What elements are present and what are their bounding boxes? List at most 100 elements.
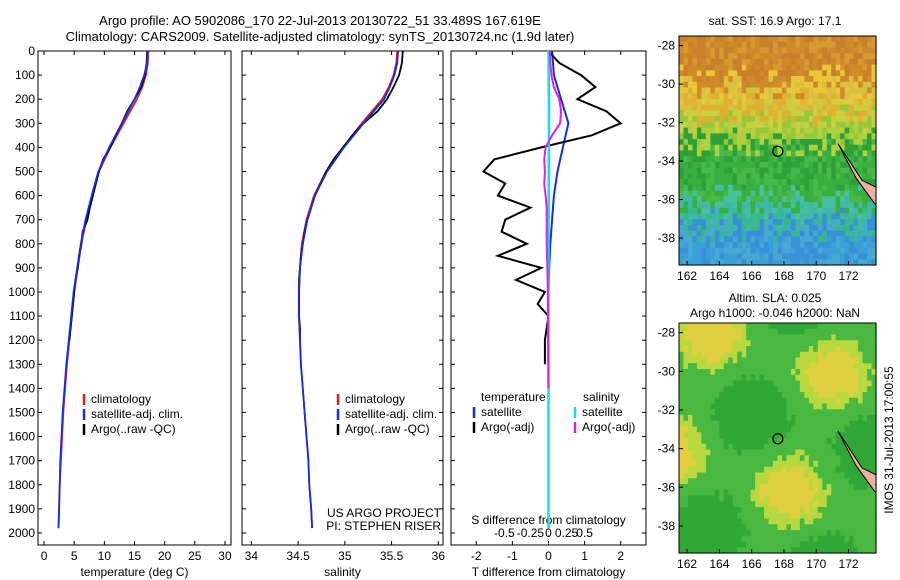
y-tick-label: 1400 — [8, 381, 35, 395]
series-sal-satellite — [298, 50, 399, 529]
x-tick-label: 170 — [806, 269, 826, 283]
y-tick-label: 1300 — [8, 357, 35, 371]
x-tick-label: 35 — [338, 549, 352, 563]
sal-legend-label: Argo(..raw -QC) — [345, 422, 430, 436]
y-tick-label: -28 — [658, 39, 676, 53]
series-diff-temp-argo — [481, 50, 623, 365]
s-tick-label: -0.25 — [517, 526, 545, 540]
map-sst_map — [679, 36, 877, 266]
s-tick-label: 0.5 — [576, 526, 593, 540]
x-axis-label: salinity — [324, 565, 361, 579]
y-tick-label: 300 — [15, 116, 35, 130]
x-tick-label: 34.5 — [286, 549, 310, 563]
x-tick-label: -2 — [471, 549, 482, 563]
map-frame-sla_map — [678, 322, 877, 554]
y-tick-label: -38 — [658, 231, 676, 245]
x-tick-label: 166 — [742, 557, 762, 571]
temp-legend-label: satellite-adj. clim. — [91, 407, 183, 421]
x-tick-label: 172 — [839, 557, 859, 571]
x-tick-label: 34 — [245, 549, 259, 563]
x-tick-label: 170 — [806, 557, 826, 571]
map-frame-sst_map — [678, 35, 877, 266]
sst-map-title: sat. SST: 16.9 Argo: 17.1 — [709, 14, 842, 28]
sal-legend-label: satellite-adj. clim. — [345, 407, 437, 421]
sal-legend-label: climatology — [345, 392, 405, 406]
x-tick-label: 166 — [742, 269, 762, 283]
y-tick-label: -30 — [658, 364, 676, 378]
x-tick-label: 168 — [774, 557, 794, 571]
y-tick-label: 200 — [15, 92, 35, 106]
y-tick-label: 800 — [15, 237, 35, 251]
panel-frame-salinity — [241, 50, 444, 546]
x-tick-label: 162 — [677, 269, 697, 283]
y-tick-label: 1700 — [8, 454, 35, 468]
y-tick-label: -32 — [658, 403, 676, 417]
timestamp-label: IMOS 31-Jul-2013 17:00:55 — [882, 366, 896, 514]
x-axis-label: T difference from climatology — [472, 565, 626, 579]
argo-position-marker — [772, 433, 784, 445]
diff-legend-title: salinity — [583, 390, 620, 404]
x-tick-label: 25 — [188, 549, 202, 563]
x-tick-label: -1 — [507, 549, 518, 563]
y-tick-label: -34 — [658, 154, 676, 168]
figure-subtitle: Climatology: CARS2009. Satellite-adjuste… — [65, 29, 575, 44]
x-tick-label: 164 — [709, 269, 729, 283]
figure-title: Argo profile: AO 5902086_170 22-Jul-2013… — [99, 13, 541, 28]
x-tick-label: 20 — [158, 549, 172, 563]
y-tick-label: -38 — [658, 519, 676, 533]
y-tick-label: 400 — [15, 140, 35, 154]
s-tick-label: -0.5 — [494, 526, 515, 540]
y-tick-label: -30 — [658, 77, 676, 91]
y-tick-label: 500 — [15, 164, 35, 178]
s-tick-label: 0.25 — [555, 526, 579, 540]
x-tick-label: 162 — [677, 557, 697, 571]
y-tick-label: -34 — [658, 442, 676, 456]
y-tick-label: 1900 — [8, 502, 35, 516]
y-tick-label: 900 — [15, 261, 35, 275]
sla-map-title: Altim. SLA: 0.025 — [729, 291, 822, 305]
y-tick-label: 0 — [28, 44, 35, 58]
series-temp-satellite — [57, 50, 149, 529]
y-tick-label: 1600 — [8, 430, 35, 444]
diff-legend-sal-label: Argo(-adj) — [582, 420, 635, 434]
y-tick-label: -36 — [658, 193, 676, 207]
map-sla_map — [679, 323, 877, 554]
y-tick-label: 100 — [15, 68, 35, 82]
pi-label: PI: STEPHEN RISER — [326, 519, 441, 533]
y-tick-label: 1800 — [8, 478, 35, 492]
s-tick-label: 0 — [545, 526, 552, 540]
x-tick-label: 10 — [98, 549, 112, 563]
diff-legend-temp-label: Argo(-adj) — [481, 420, 534, 434]
temp-legend-label: climatology — [91, 392, 151, 406]
x-tick-label: 30 — [218, 549, 232, 563]
series-diff-sal-argo — [543, 50, 563, 389]
x-tick-label: 164 — [709, 557, 729, 571]
x-tick-label: 172 — [839, 269, 859, 283]
x-tick-label: 15 — [128, 549, 142, 563]
y-tick-label: 700 — [15, 213, 35, 227]
y-tick-label: -36 — [658, 480, 676, 494]
y-tick-label: -32 — [658, 116, 676, 130]
temp-legend-label: Argo(..raw -QC) — [91, 422, 176, 436]
y-tick-label: 1200 — [8, 333, 35, 347]
y-tick-label: 1000 — [8, 285, 35, 299]
y-tick-label: 1100 — [9, 309, 35, 323]
y-tick-label: 600 — [15, 189, 35, 203]
y-tick-label: 1500 — [8, 405, 35, 419]
diff-legend-title: temperature — [481, 390, 546, 404]
project-label: US ARGO PROJECT — [327, 506, 442, 520]
x-tick-label: 36 — [432, 549, 446, 563]
x-tick-label: 35.5 — [380, 549, 404, 563]
panel-frame-temperature — [37, 50, 232, 546]
y-tick-label: -28 — [658, 326, 676, 340]
x-tick-label: 168 — [774, 269, 794, 283]
x-tick-label: 5 — [71, 549, 78, 563]
diff-legend-temp-label: satellite — [481, 405, 522, 419]
diff-legend-sal-label: satellite — [582, 405, 623, 419]
x-tick-label: 2 — [617, 549, 624, 563]
x-tick-label: 0 — [545, 549, 552, 563]
sla-map-subtitle: Argo h1000: -0.046 h2000: NaN — [690, 306, 860, 320]
y-tick-label: 2000 — [8, 526, 35, 540]
x-tick-label: 1 — [581, 549, 588, 563]
